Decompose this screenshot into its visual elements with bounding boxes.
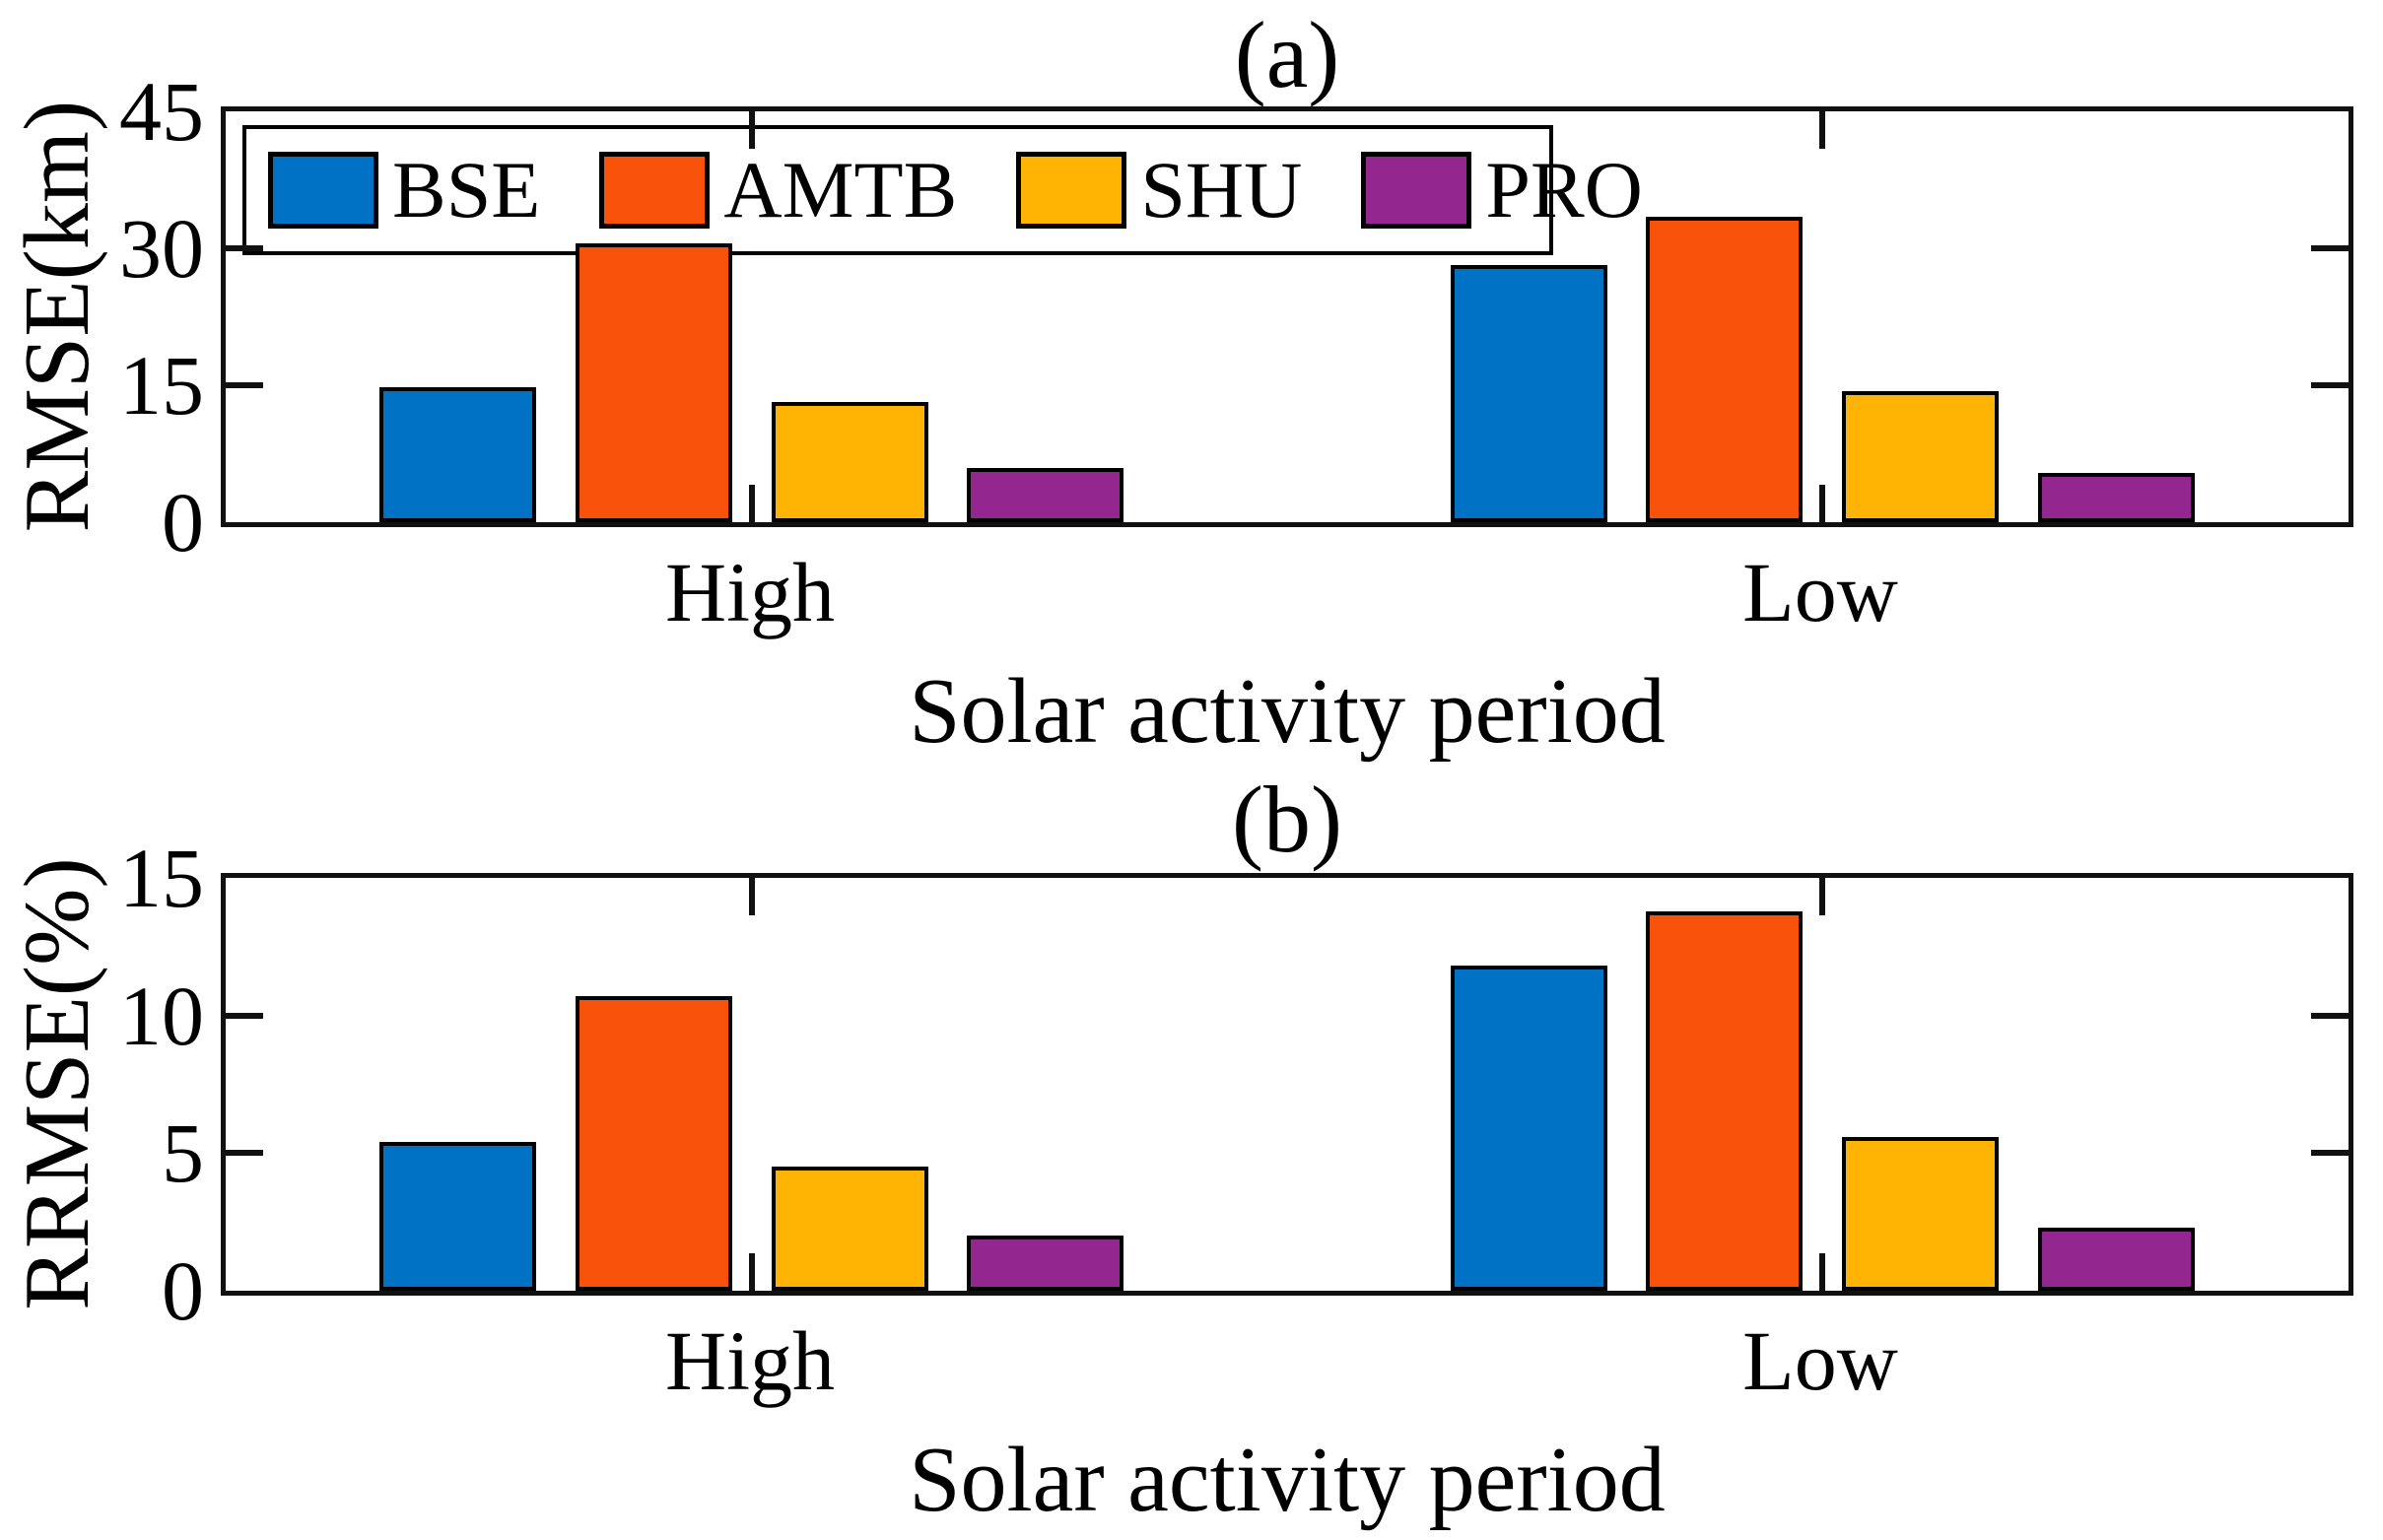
bar-pro-high bbox=[967, 468, 1124, 522]
legend-item-amtb: AMTB bbox=[599, 150, 957, 231]
y-tick-10-right bbox=[2311, 1012, 2349, 1019]
panel-a-xtick-high: High bbox=[665, 545, 835, 639]
panel-a-title: (a) bbox=[1234, 2, 1340, 107]
y-tick-15-left bbox=[226, 382, 263, 388]
y-tick-30-right bbox=[2311, 245, 2349, 251]
panel-a-ytick-label-15: 15 bbox=[119, 338, 204, 433]
bar-shu-low bbox=[1842, 1137, 2000, 1291]
legend-swatch-shu bbox=[1016, 152, 1127, 229]
y-tick-30-left bbox=[226, 245, 263, 251]
bar-amtb-high bbox=[575, 243, 732, 522]
legend-label-bse: BSE bbox=[392, 145, 541, 234]
bar-pro-low bbox=[2037, 473, 2195, 522]
legend-swatch-pro bbox=[1361, 152, 1472, 229]
bar-shu-high bbox=[771, 402, 928, 522]
legend-item-bse: BSE bbox=[268, 150, 540, 231]
panel-b-ytick-label-15: 15 bbox=[119, 831, 204, 925]
bar-shu-high bbox=[771, 1167, 928, 1291]
bar-pro-low bbox=[2037, 1228, 2195, 1291]
panel-b-ytick-label-5: 5 bbox=[162, 1105, 204, 1201]
panel-a-axes: BSE AMTB SHU PRO bbox=[221, 106, 2353, 527]
panel-a-xtick-low: Low bbox=[1742, 545, 1898, 639]
x-tick-low-bottom bbox=[1819, 485, 1826, 522]
panel-b-axes bbox=[221, 873, 2353, 1296]
bar-bse-low bbox=[1450, 966, 1607, 1291]
legend-label-pro: PRO bbox=[1485, 145, 1643, 234]
panel-b-xlabel: Solar activity period bbox=[909, 1429, 1666, 1531]
bar-pro-high bbox=[967, 1236, 1124, 1291]
legend-label-amtb: AMTB bbox=[723, 145, 958, 234]
legend-item-pro: PRO bbox=[1361, 150, 1643, 231]
bar-shu-low bbox=[1842, 391, 2000, 522]
bar-amtb-high bbox=[575, 996, 732, 1291]
bar-bse-low bbox=[1450, 265, 1607, 522]
bar-bse-high bbox=[379, 1142, 537, 1291]
legend-swatch-bse bbox=[268, 152, 378, 229]
y-tick-10-left bbox=[226, 1012, 263, 1019]
panel-b-xtick-low: Low bbox=[1742, 1313, 1898, 1408]
x-tick-low-bottom bbox=[1819, 1253, 1826, 1291]
bar-amtb-low bbox=[1646, 911, 1804, 1291]
panel-b-xtick-high: High bbox=[665, 1313, 835, 1408]
panel-a-ytick-label-45: 45 bbox=[119, 64, 204, 159]
panel-a-ytick-label-30: 30 bbox=[119, 201, 204, 296]
legend-item-shu: SHU bbox=[1016, 150, 1302, 231]
legend-swatch-amtb bbox=[599, 152, 711, 229]
panel-b-title: (b) bbox=[1232, 767, 1342, 872]
x-tick-low-top bbox=[1819, 111, 1826, 149]
x-tick-high-top bbox=[748, 878, 755, 915]
x-tick-high-bottom bbox=[748, 1253, 755, 1291]
x-tick-low-top bbox=[1819, 878, 1826, 915]
x-tick-high-bottom bbox=[748, 485, 755, 522]
bar-bse-high bbox=[379, 387, 537, 522]
y-tick-15-right bbox=[2311, 382, 2349, 388]
bar-amtb-low bbox=[1646, 217, 1804, 522]
panel-a-ytick-label-0: 0 bbox=[162, 475, 204, 569]
panel-b-ytick-label-10: 10 bbox=[119, 968, 204, 1063]
panel-a-xlabel: Solar activity period bbox=[909, 660, 1666, 763]
legend: BSE AMTB SHU PRO bbox=[242, 125, 1643, 255]
x-tick-high-top bbox=[748, 111, 755, 149]
legend-label-shu: SHU bbox=[1140, 145, 1303, 234]
y-tick-5-left bbox=[226, 1150, 263, 1157]
panel-b-ytick-label-0: 0 bbox=[162, 1243, 204, 1338]
y-tick-5-right bbox=[2311, 1150, 2349, 1157]
